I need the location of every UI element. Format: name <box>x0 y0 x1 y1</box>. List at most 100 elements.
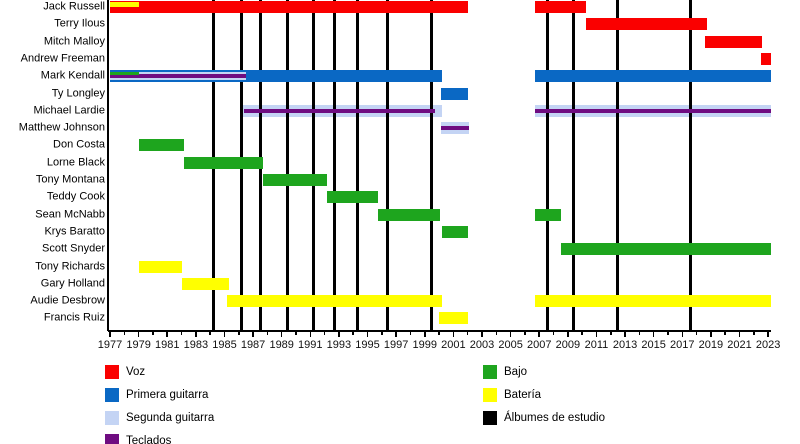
axis-tick-label: 1977 <box>97 339 123 351</box>
axis-tick <box>610 332 612 335</box>
axis-tick <box>581 332 583 335</box>
axis-tick <box>252 332 254 337</box>
axis-tick <box>295 332 297 335</box>
axis-tick-label: 2005 <box>498 339 523 351</box>
member-label: Sean McNabb <box>35 208 105 221</box>
timeline-bar-bajo <box>110 72 139 76</box>
axis-tick <box>638 332 641 335</box>
member-label: Teddy Cook <box>46 190 105 203</box>
timeline-bar-voz <box>705 35 763 48</box>
axis-tick-label: 1993 <box>326 339 352 351</box>
legend-label: Álbumes de estudio <box>504 412 606 424</box>
axis-tick <box>395 332 397 337</box>
member-label: Terry Ilous <box>54 17 105 30</box>
timeline-bar-primera_guitarra <box>440 87 468 100</box>
timeline-bar-primera_guitarra <box>534 70 771 83</box>
axis-tick <box>495 332 498 335</box>
axis-tick <box>452 332 455 337</box>
timeline-bar-bajo <box>263 174 328 186</box>
axis-tick-label: 2001 <box>441 339 466 351</box>
timeline-bar-bajo <box>327 191 378 204</box>
axis-tick <box>595 332 598 337</box>
axis-tick <box>438 332 440 335</box>
axis-tick-label: 1983 <box>183 339 209 351</box>
axis-tick-label: 1981 <box>154 339 180 351</box>
album-release-line <box>616 0 620 331</box>
legend-label: Batería <box>504 389 542 401</box>
axis-tick-label: 2013 <box>612 339 638 351</box>
member-label: Krys Baratto <box>44 225 105 238</box>
timeline-bar-bateria <box>181 277 229 290</box>
legend-swatch-bateria <box>483 388 497 402</box>
axis-tick <box>724 332 726 335</box>
axis-tick <box>524 332 526 335</box>
timeline-bar-bajo <box>441 225 468 238</box>
axis-tick-label: 1979 <box>126 339 151 351</box>
axis-tick <box>238 332 240 335</box>
member-label: Jack Russell <box>43 0 105 13</box>
axis-tick-label: 2015 <box>641 339 666 351</box>
axis-tick <box>152 332 154 335</box>
album-release-line <box>386 0 390 331</box>
axis-tick <box>652 332 655 337</box>
axis-tick <box>667 332 669 335</box>
axis-tick <box>180 332 183 335</box>
legend-label: Voz <box>126 366 146 378</box>
axis-tick-label: 2003 <box>469 339 495 351</box>
axis-tick <box>695 332 698 335</box>
axis-tick-label: 1987 <box>240 339 266 351</box>
member-label: Tony Richards <box>35 260 105 272</box>
axis-tick-label: 2007 <box>526 339 552 351</box>
legend-label: Bajo <box>504 366 528 378</box>
timeline-bar-bateria <box>439 312 468 325</box>
axis-tick-label: 1999 <box>412 339 437 351</box>
timeline-bar-voz <box>586 18 707 31</box>
axis-tick <box>466 332 469 335</box>
axis-tick <box>409 332 412 335</box>
axis-tick <box>753 332 755 335</box>
album-release-line <box>285 0 289 331</box>
axis-tick-label: 2011 <box>584 339 609 351</box>
timeline-bar-bateria <box>227 295 442 308</box>
axis-tick-label: 1985 <box>212 339 237 351</box>
timeline-bar-bajo <box>560 243 771 256</box>
axis-tick <box>123 332 126 335</box>
axis-tick <box>767 332 769 337</box>
axis-tick <box>552 332 555 335</box>
legend-swatch-teclados <box>105 434 119 444</box>
timeline-bar-teclados <box>534 108 771 113</box>
member-label: Mark Kendall <box>40 69 105 82</box>
axis-tick <box>681 332 684 337</box>
axis-tick <box>166 332 168 337</box>
timeline-bar-bateria <box>110 2 139 7</box>
axis-tick <box>381 332 383 335</box>
axis-tick <box>323 332 326 335</box>
member-label: Ty Longley <box>51 87 105 99</box>
member-label: Mitch Malloy <box>43 35 105 48</box>
axis-tick-label: 1997 <box>383 339 409 351</box>
timeline-bar-bajo <box>138 139 185 152</box>
album-release-line <box>356 0 360 331</box>
axis-tick <box>195 332 197 337</box>
axis-tick <box>738 332 741 337</box>
album-release-line <box>572 0 576 331</box>
legend-swatch-voz <box>105 365 119 379</box>
axis-tick <box>266 332 269 335</box>
x-axis-line <box>108 330 771 332</box>
axis-tick <box>710 332 712 337</box>
axis-tick <box>109 332 111 337</box>
axis-tick <box>280 332 283 337</box>
timeline-bar-voz <box>110 1 468 13</box>
member-label: Francis Ruiz <box>43 311 105 324</box>
legend-swatch-bajo <box>483 365 497 379</box>
axis-tick-label: 2009 <box>555 339 581 351</box>
member-label: Tony Montana <box>35 173 105 186</box>
axis-tick-label: 2023 <box>755 339 781 351</box>
axis-tick <box>567 332 569 337</box>
member-label: Lorne Black <box>46 156 105 169</box>
legend-label: Segunda guitarra <box>126 412 215 424</box>
axis-tick <box>338 332 340 337</box>
